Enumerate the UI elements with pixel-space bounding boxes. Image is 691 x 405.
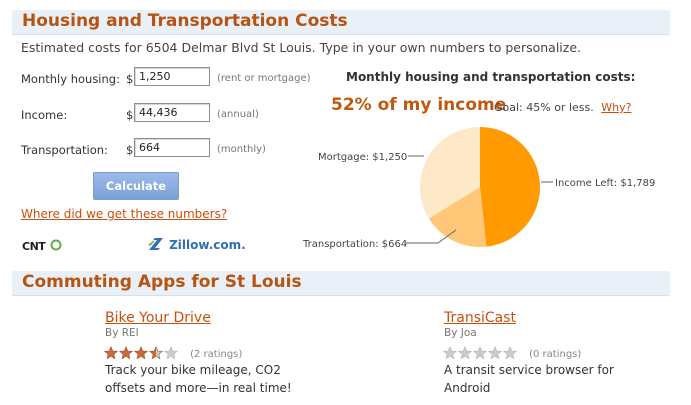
zillow-logo-text: Zillow.com. (169, 238, 246, 252)
star-icon (104, 345, 118, 359)
pie-chart (406, 127, 553, 247)
goal-text: Goal: 45% or less. Why? (494, 101, 631, 114)
monthly-housing-label: Monthly housing: (21, 72, 120, 86)
monthly-housing-hint: (rent or mortgage) (217, 73, 311, 84)
star-icon (119, 345, 133, 359)
transportation-input[interactable]: 664 (134, 138, 210, 157)
pie-slices (420, 127, 540, 247)
currency-symbol: $ (126, 72, 134, 86)
income-percentage: 52% of my income (331, 95, 507, 115)
section-title: Housing and Transportation Costs (22, 11, 348, 31)
star-icon (164, 345, 178, 359)
calculate-button[interactable]: Calculate (93, 172, 179, 200)
goal-label: Goal: 45% or less. (494, 101, 594, 114)
pie-label-transportation: Transportation: $664 (303, 239, 408, 250)
app-rating[interactable]: (0 ratings) (443, 342, 581, 361)
app-title-link[interactable]: TransiCast (444, 310, 517, 326)
zillow-logo[interactable]: Zillow.com. (148, 234, 246, 253)
star-rating (104, 342, 179, 361)
chart-heading: Monthly housing and transportation costs… (346, 70, 636, 84)
pie-label-income-left: Income Left: $1,789 (555, 178, 656, 189)
income-hint: (annual) (217, 109, 259, 120)
pie-slice-transportation (428, 187, 487, 247)
ratings-count: (2 ratings) (190, 349, 243, 360)
pie-leaders (406, 155, 553, 244)
app-title-link[interactable]: Bike Your Drive (105, 310, 211, 326)
app-description: Track your bike mileage, CO2 offsets and… (105, 361, 292, 397)
star-icon (149, 345, 163, 359)
currency-symbol: $ (126, 108, 134, 122)
currency-symbol: $ (126, 143, 134, 157)
app-description-line: offsets and more—in real time! (105, 381, 292, 395)
data-source-link[interactable]: Where did we get these numbers? (21, 207, 228, 221)
transportation-leader-line (406, 229, 457, 244)
ratings-count: (0 ratings) (529, 349, 582, 360)
section-subtitle: Estimated costs for 6504 Delmar Blvd St … (21, 40, 582, 55)
star-icon (458, 345, 472, 359)
star-icon (134, 345, 148, 359)
app-author: By REI (105, 327, 139, 339)
star-rating (443, 342, 518, 361)
star-icon (503, 345, 517, 359)
app-author: By Joa (444, 327, 477, 339)
housing-section-header: Housing and Transportation Costs (12, 10, 670, 35)
pie-slice-mortgage (420, 127, 480, 219)
transportation-label: Transportation: (21, 143, 108, 157)
app-description-line: A transit service browser for (444, 363, 614, 377)
section-title: Commuting Apps for St Louis (22, 272, 302, 292)
income-input[interactable]: 44,436 (134, 103, 210, 122)
transportation-hint: (monthly) (217, 144, 266, 155)
app-description-line: Track your bike mileage, CO2 (105, 363, 281, 377)
star-icon (473, 345, 487, 359)
why-link[interactable]: Why? (601, 101, 632, 114)
cnt-logo[interactable]: CNT (22, 235, 62, 254)
star-icon (488, 345, 502, 359)
pie-slice-income-left (480, 127, 540, 247)
star-icon (443, 345, 457, 359)
cnt-logo-text: CNT (22, 240, 46, 253)
pie-label-mortgage: Mortgage: $1,250 (318, 152, 408, 163)
app-description: A transit service browser for Android (444, 361, 614, 397)
apps-section-header: Commuting Apps for St Louis (12, 271, 670, 296)
zillow-house-icon (148, 238, 163, 250)
monthly-housing-input[interactable]: 1,250 (134, 67, 210, 86)
income-label: Income: (21, 108, 68, 122)
app-rating[interactable]: (2 ratings) (104, 342, 242, 361)
app-description-line: Android (444, 381, 491, 395)
cnt-circle-icon (50, 239, 62, 251)
